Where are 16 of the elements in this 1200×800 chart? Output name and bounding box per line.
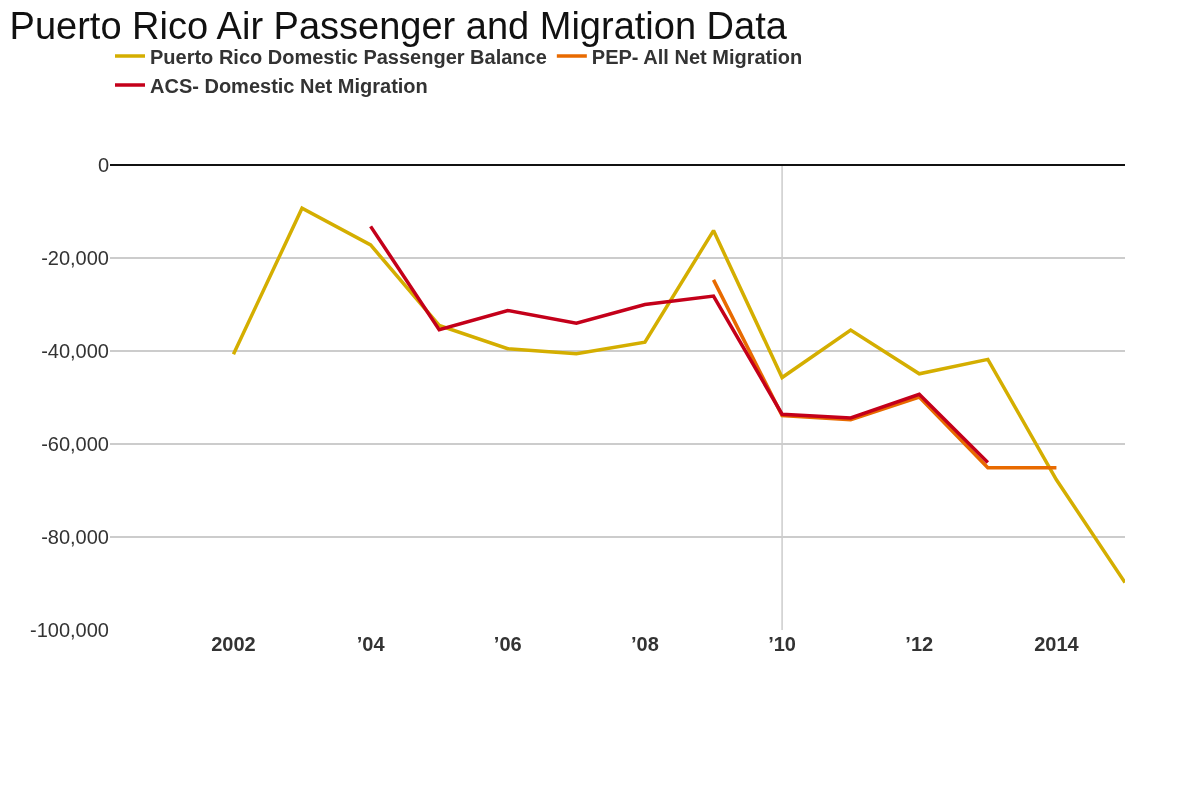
x-tick-label: ’08: [631, 633, 659, 655]
x-tick-label: 2014: [1034, 633, 1080, 655]
y-tick-label: -100,000: [30, 619, 109, 641]
x-tick-label: ’10: [768, 633, 796, 655]
x-tick-label: ’04: [356, 633, 386, 655]
x-tick-label: ’12: [905, 633, 934, 655]
y-tick-label: 0: [97, 154, 109, 176]
x-tick-label: ’06: [493, 633, 522, 655]
x-tick-label: 2002: [211, 633, 256, 655]
y-tick-label: -40,000: [41, 340, 109, 362]
line-series: [368, 224, 990, 465]
y-tick-label: -20,000: [41, 247, 109, 269]
y-tick-label: -80,000: [41, 526, 109, 548]
y-tick-label: -60,000: [41, 433, 109, 455]
legend-label: ACS- Domestic Net Migration: [150, 74, 428, 97]
line-series: [231, 206, 1125, 585]
